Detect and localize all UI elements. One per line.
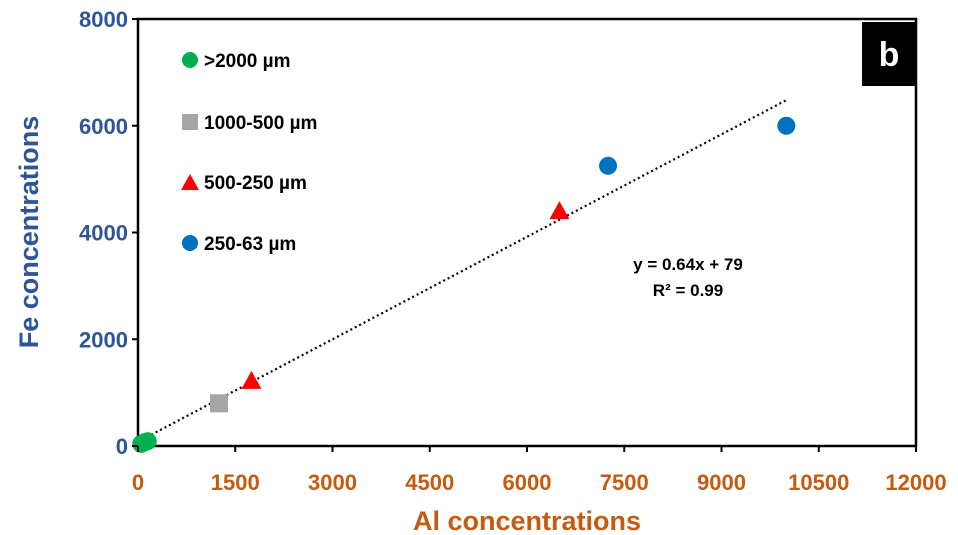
- y-tick-label: 4000: [79, 221, 128, 246]
- panel-label: b: [879, 36, 900, 74]
- x-tick-label: 0: [132, 470, 144, 495]
- data-point-triangle: [549, 201, 570, 220]
- trendline-equation: y = 0.64x + 79: [633, 255, 743, 274]
- legend-marker-1000-500: [182, 114, 198, 130]
- legend-label-gt2000: >2000 µm: [204, 51, 290, 72]
- data-point-triangle: [241, 370, 262, 389]
- panel-label-box: [862, 22, 916, 86]
- legend-label-500-250: 500-250 µm: [204, 173, 307, 194]
- legend-label-1000-500: 1000-500 µm: [204, 113, 317, 134]
- data-point-circle: [138, 432, 157, 451]
- data-point-square: [210, 394, 229, 413]
- legend-marker-500-250: [181, 174, 199, 190]
- trendline-r-squared: R² = 0.99: [653, 281, 723, 300]
- y-tick-label: 6000: [79, 114, 128, 139]
- legend: >2000 µm 1000-500 µm 500-250 µm 250-63 µ…: [181, 51, 317, 255]
- x-tick-label: 10500: [788, 470, 849, 495]
- x-axis-label: Al concentrations: [413, 506, 641, 535]
- y-tick-label: 2000: [79, 327, 128, 352]
- data-point-circle: [777, 116, 796, 135]
- trendline: [137, 99, 787, 443]
- x-tick-label: 3000: [308, 470, 357, 495]
- y-tick-label: 0: [116, 434, 128, 459]
- y-tick-label: 8000: [79, 7, 128, 32]
- legend-label-250-63: 250-63 µm: [204, 234, 296, 255]
- data-point-circle: [599, 156, 618, 175]
- x-tick-label: 12000: [885, 470, 946, 495]
- x-tick-label: 9000: [697, 470, 746, 495]
- y-axis-label: Fe concentrations: [14, 116, 44, 349]
- x-tick-label: 7500: [600, 470, 649, 495]
- x-tick-label: 6000: [503, 470, 552, 495]
- legend-marker-250-63: [182, 235, 198, 251]
- legend-marker-gt2000: [182, 52, 198, 68]
- x-tick-label: 4500: [405, 470, 454, 495]
- x-tick-label: 1500: [211, 470, 260, 495]
